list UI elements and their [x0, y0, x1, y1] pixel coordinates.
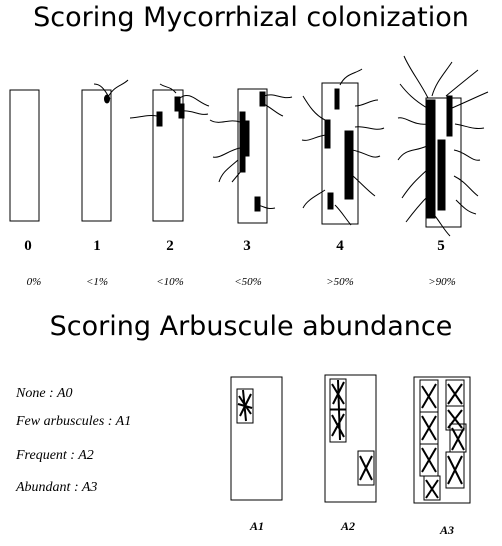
- label-a3: A3: [439, 523, 454, 537]
- label-a1: A1: [249, 519, 264, 533]
- root-segment-1: [81, 79, 129, 222]
- root-segment-0: [9, 89, 40, 222]
- score-4: 4: [336, 238, 344, 254]
- legend-a0: None : A0: [16, 386, 73, 401]
- range-2: <10%: [156, 276, 184, 288]
- arbuscule-segment-a1: [230, 376, 283, 501]
- arbuscule-segment-a2: [324, 374, 377, 503]
- range-1: <1%: [85, 276, 109, 288]
- label-a2: A2: [340, 519, 355, 533]
- arbuscule-segment-a3: [413, 376, 471, 504]
- legend-a3: Abundant : A3: [16, 480, 98, 495]
- range-5: >90%: [428, 276, 456, 288]
- score-2: 2: [166, 238, 174, 254]
- legend-a2: Frequent : A2: [16, 448, 94, 463]
- score-5: 5: [437, 238, 445, 254]
- score-0: 0: [24, 238, 32, 254]
- root-segment-4: [301, 68, 385, 226]
- colonization-title: Scoring Mycorrhizal colonization: [33, 2, 469, 33]
- range-3: <50%: [234, 276, 262, 288]
- score-1: 1: [93, 238, 101, 254]
- root-segment-2: [129, 83, 210, 222]
- legend-a1: Few arbuscules : A1: [16, 414, 132, 429]
- arbuscule-title: Scoring Arbuscule abundance: [49, 311, 453, 342]
- range-4: >50%: [326, 276, 354, 288]
- root-segment-5: [397, 55, 489, 237]
- score-3: 3: [243, 238, 251, 254]
- range-0: 0%: [26, 276, 42, 288]
- root-segment-3: [209, 88, 293, 224]
